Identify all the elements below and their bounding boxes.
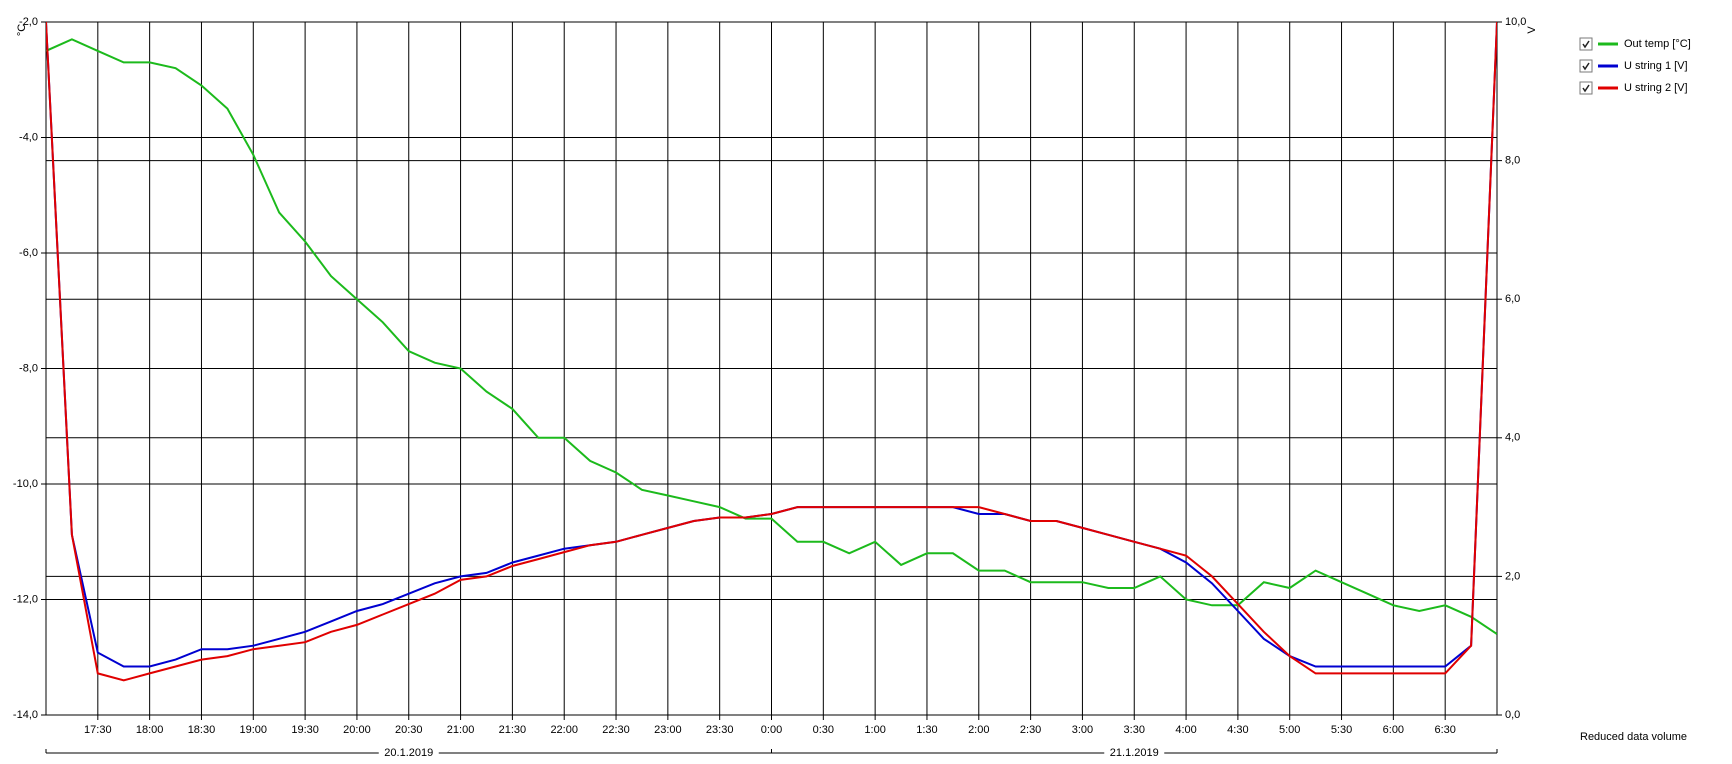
date-label: 20.1.2019 [384,747,433,759]
x-tick-label: 6:30 [1434,724,1455,736]
x-tick-label: 22:30 [602,724,630,736]
x-tick-label: 1:30 [916,724,937,736]
x-tick-label: 2:30 [1020,724,1041,736]
data-line [46,38,1497,635]
legend-check [1582,84,1590,93]
y-tick-label: -10,0 [13,478,38,490]
y-axis-label: °C [16,24,28,36]
legend-item[interactable]: U string 2 [V] [1579,81,1688,95]
note: Reduced data volume [1580,731,1687,743]
y-tick-label: -12,0 [13,593,38,605]
y-tick-label: -6,0 [19,247,38,259]
y2-tick-label: 8,0 [1505,155,1520,167]
x-tick-label: 3:00 [1072,724,1093,736]
x-tick-label: 2:00 [968,724,989,736]
x-tick-label: 3:30 [1124,724,1145,736]
x-tick-label: 19:30 [291,724,319,736]
x-tick-label: 18:30 [188,724,216,736]
legend-item[interactable]: Out temp [°C] [1579,37,1691,51]
x-tick-label: 23:30 [706,724,734,736]
x-tick-label: 5:30 [1331,724,1352,736]
x-tick-label: 4:00 [1175,724,1196,736]
y2-axis-label: V [1526,26,1538,34]
y-tick-label: -8,0 [19,362,38,374]
x-tick-label: 17:30 [84,724,112,736]
y2-tick-label: 10,0 [1505,16,1526,28]
legend-label: U string 2 [V] [1624,82,1688,94]
x-tick-label: 6:00 [1383,724,1404,736]
y2-tick-label: 6,0 [1505,293,1520,305]
x-tick-label: 20:00 [343,724,371,736]
legend-checkbox [1579,81,1593,95]
date-label-bg [1104,746,1165,760]
y2-tick-label: 4,0 [1505,432,1520,444]
x-tick-label: 1:00 [864,724,885,736]
x-tick-label: 19:00 [240,724,268,736]
plot-frame [45,21,1498,716]
legend-checkbox [1579,59,1593,73]
y2-tick-label: 2,0 [1505,570,1520,582]
y-tick-label: -14,0 [13,709,38,721]
x-tick-label: 20:30 [395,724,423,736]
date-label: 21.1.2019 [1110,747,1159,759]
x-tick-label: 18:00 [136,724,164,736]
x-tick-label: 21:00 [447,724,475,736]
legend-label: U string 1 [V] [1624,60,1688,72]
y-tick-label: -2,0 [19,16,38,28]
y-tick-label: -4,0 [19,131,38,143]
x-tick-label: 21:30 [499,724,527,736]
legend-item[interactable]: U string 1 [V] [1579,59,1688,73]
x-tick-label: 22:00 [550,724,578,736]
legend-check [1582,40,1590,49]
date-label-bg [378,746,439,760]
x-tick-label: 5:00 [1279,724,1300,736]
data-line [46,21,1497,682]
legend-checkbox [1579,37,1593,51]
x-tick-label: 0:00 [761,724,782,736]
legend-check [1582,62,1590,71]
legend-label: Out temp [°C] [1624,38,1691,50]
x-tick-label: 4:30 [1227,724,1248,736]
y2-tick-label: 0,0 [1505,709,1520,721]
x-tick-label: 0:30 [813,724,834,736]
x-tick-label: 23:00 [654,724,682,736]
